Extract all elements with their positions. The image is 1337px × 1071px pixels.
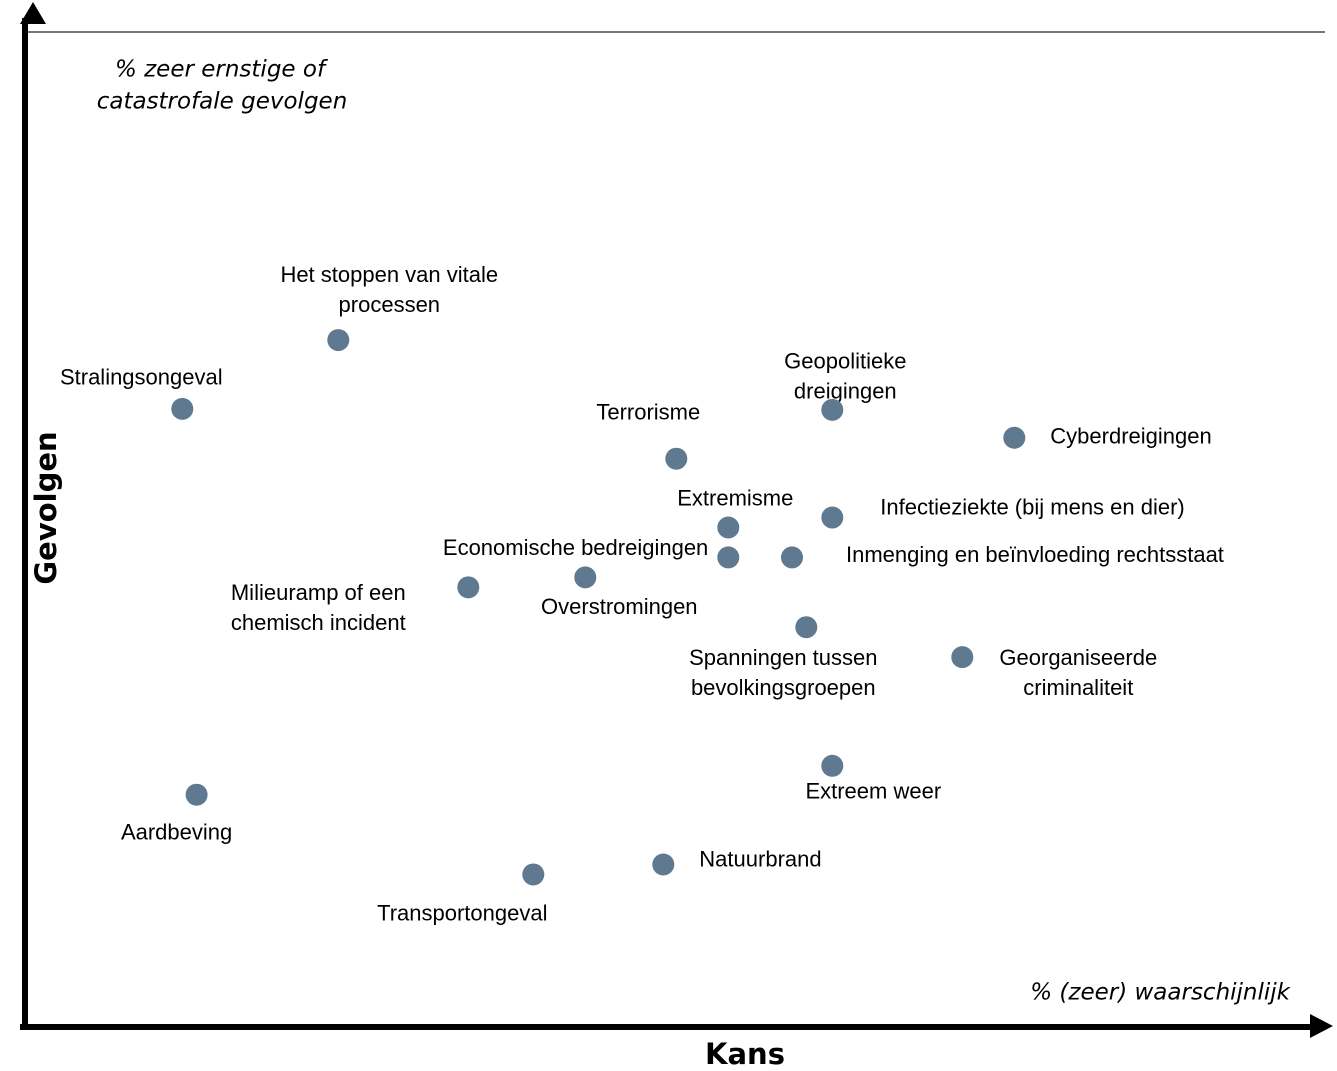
point [1003, 426, 1026, 449]
point [821, 754, 844, 777]
point-label: Extremisme [677, 485, 793, 510]
point-label: Geopolitieke [784, 349, 906, 374]
point-label: Economische bedreigingen [443, 535, 708, 560]
point-label: bevolkingsgroepen [691, 675, 876, 700]
point [574, 566, 597, 589]
point [717, 516, 740, 539]
point [652, 853, 675, 876]
point-label: Overstromingen [541, 594, 698, 619]
point [171, 397, 194, 420]
point [781, 546, 803, 569]
point [522, 863, 545, 886]
point-label: Aardbeving [121, 820, 232, 845]
point-label: Extreem weer [805, 779, 941, 804]
point [665, 447, 688, 470]
point-label: Cyberdreigingen [1050, 424, 1211, 449]
y-annotation: catastrofale gevolgen [97, 89, 348, 115]
point-label: Spanningen tussen [689, 645, 877, 670]
point-label: dreigingen [794, 379, 897, 404]
y-axis-label: Gevolgen [29, 431, 63, 584]
point-label: Infectieziekte (bij mens en dier) [880, 494, 1184, 519]
point [185, 783, 208, 806]
point [821, 398, 844, 421]
point-label: processen [339, 292, 441, 317]
point-label: chemisch incident [231, 610, 406, 635]
point-label: Natuurbrand [699, 846, 821, 871]
point-label: Stralingsongeval [60, 365, 223, 390]
point-label: Inmenging en beïnvloeding rechtsstaat [846, 542, 1224, 567]
point-label: Terrorisme [596, 400, 700, 425]
point-label: Het stoppen van vitale [280, 262, 498, 287]
point-label: Milieuramp of een [231, 580, 406, 605]
point [951, 646, 974, 669]
point [457, 576, 480, 599]
point-label: Georganiseerde [999, 645, 1157, 670]
point [795, 616, 818, 639]
point-label: criminaliteit [1023, 675, 1133, 700]
x-annotation: % (zeer) waarschijnlijk [1030, 980, 1291, 1006]
point-label: Transportongeval [377, 900, 547, 925]
y-arrow [20, 2, 46, 24]
point [821, 506, 844, 529]
point [717, 546, 740, 569]
x-arrow [1310, 1014, 1333, 1038]
y-annotation: % zeer ernstige of [115, 57, 328, 83]
x-axis-label: Kans [705, 1037, 785, 1071]
point [327, 329, 350, 352]
